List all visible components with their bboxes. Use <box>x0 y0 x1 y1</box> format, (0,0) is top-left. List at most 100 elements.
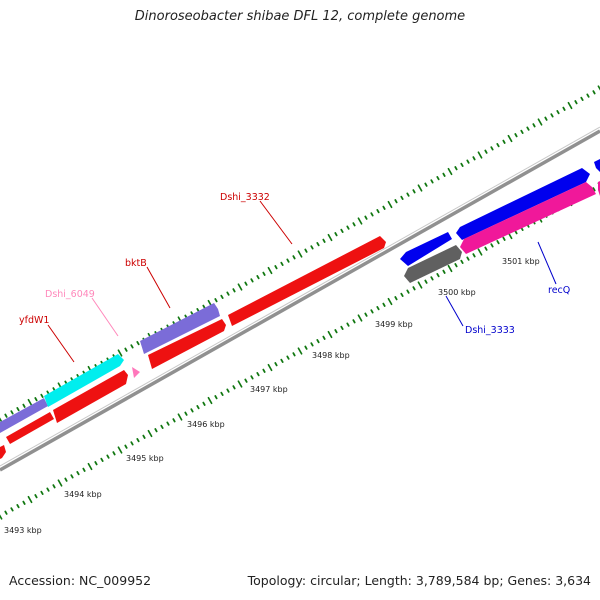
minor-tick <box>352 319 356 324</box>
major-tick <box>237 283 243 291</box>
gene-purple-2[interactable] <box>140 303 220 354</box>
major-tick <box>417 281 423 289</box>
kbp-label-3500: 3500 kbp <box>438 288 476 297</box>
major-tick <box>87 462 93 471</box>
minor-tick <box>196 404 200 410</box>
gene-pink-Dshi_6049[interactable] <box>132 367 140 378</box>
minor-tick <box>334 329 338 334</box>
gene-gray-Dshi_3333[interactable] <box>404 245 462 283</box>
minor-tick <box>466 256 470 261</box>
minor-tick <box>496 239 500 245</box>
minor-tick <box>424 182 428 187</box>
outer-gene-track <box>0 159 600 459</box>
major-tick <box>447 264 453 273</box>
label-yfdw1[interactable]: yfdW1 <box>19 315 49 326</box>
major-tick <box>207 396 213 405</box>
major-tick <box>387 297 393 306</box>
gene-red-2[interactable] <box>53 370 128 423</box>
minor-tick <box>94 461 98 466</box>
major-tick <box>147 429 153 438</box>
minor-tick <box>430 179 434 184</box>
minor-tick <box>352 222 356 227</box>
gene-red-4-Dshi_3332[interactable] <box>228 236 386 326</box>
minor-tick <box>256 371 260 377</box>
kbp-label-3494: 3494 kbp <box>64 490 102 499</box>
minor-tick <box>574 100 578 105</box>
minor-tick <box>124 444 128 449</box>
minor-tick <box>46 390 50 395</box>
major-tick <box>27 398 33 407</box>
major-tick <box>537 118 543 126</box>
gene-red-left-top[interactable] <box>0 445 6 459</box>
minor-tick <box>196 307 200 313</box>
minor-tick <box>376 305 380 311</box>
kbp-label-3496: 3496 kbp <box>187 420 225 429</box>
minor-tick <box>532 123 536 128</box>
minor-tick <box>280 261 284 267</box>
minor-tick <box>160 424 164 430</box>
major-tick <box>327 330 333 339</box>
genome-stats-text: Topology: circular; Length: 3,789,584 bp… <box>247 573 591 588</box>
minor-tick <box>400 292 404 298</box>
minor-tick <box>586 93 590 98</box>
minor-tick <box>460 162 464 168</box>
minor-tick <box>514 230 518 235</box>
gene-blue-2-recQ[interactable] <box>456 168 590 240</box>
minor-tick <box>106 454 110 459</box>
minor-tick <box>136 437 140 443</box>
gene-blue-1[interactable] <box>400 232 452 266</box>
minor-tick <box>412 189 416 194</box>
major-tick <box>387 200 393 209</box>
minor-tick <box>394 296 398 301</box>
major-tick <box>417 184 423 192</box>
minor-tick <box>580 96 584 101</box>
label-bktb[interactable]: bktB <box>125 258 147 269</box>
minor-tick <box>526 126 530 131</box>
label-recq[interactable]: recQ <box>548 285 570 296</box>
major-tick <box>267 266 273 275</box>
minor-tick <box>406 192 410 197</box>
minor-tick <box>262 368 266 373</box>
minor-tick <box>556 110 560 115</box>
major-tick <box>297 347 303 355</box>
minor-tick <box>22 403 26 408</box>
backbone <box>0 126 600 472</box>
minor-tick <box>226 388 230 393</box>
label-dshi-6049[interactable]: Dshi_6049 <box>45 289 95 300</box>
minor-tick <box>130 441 134 446</box>
minor-tick <box>250 375 254 380</box>
gene-magenta-recQ[interactable] <box>460 182 596 254</box>
major-tick <box>117 349 123 357</box>
minor-tick <box>316 338 320 344</box>
minor-tick <box>292 255 296 260</box>
minor-tick <box>472 156 476 161</box>
gene-red-1[interactable] <box>6 412 54 444</box>
minor-tick <box>16 503 20 509</box>
minor-tick <box>34 494 38 499</box>
label-dshi-3333[interactable]: Dshi_3333 <box>465 325 515 336</box>
minor-tick <box>262 271 266 276</box>
major-tick <box>0 417 3 423</box>
minor-tick <box>10 410 14 415</box>
minor-tick <box>190 408 194 413</box>
kbp-scale-labels: 3493 kbp 3494 kbp 3495 kbp 3496 kbp 3497… <box>4 257 540 535</box>
minor-tick <box>232 385 236 390</box>
kbp-label-3498: 3498 kbp <box>312 351 350 360</box>
gene-red-3-bktB[interactable] <box>148 319 226 369</box>
minor-tick <box>430 276 434 281</box>
leader-lines <box>47 200 557 363</box>
minor-tick <box>316 241 320 247</box>
minor-tick <box>46 487 50 492</box>
gene-cyan-yfdW1[interactable] <box>44 354 124 407</box>
gene-purple-1[interactable] <box>0 398 48 433</box>
minor-tick <box>472 253 476 258</box>
minor-tick <box>466 159 470 164</box>
major-tick <box>0 514 3 520</box>
minor-tick <box>520 129 524 135</box>
gene-blue-3[interactable] <box>594 159 600 172</box>
minor-tick <box>442 172 446 177</box>
minor-tick <box>454 166 458 171</box>
minor-tick <box>244 281 248 286</box>
label-dshi-3332[interactable]: Dshi_3332 <box>220 192 270 203</box>
minor-tick <box>496 142 500 148</box>
